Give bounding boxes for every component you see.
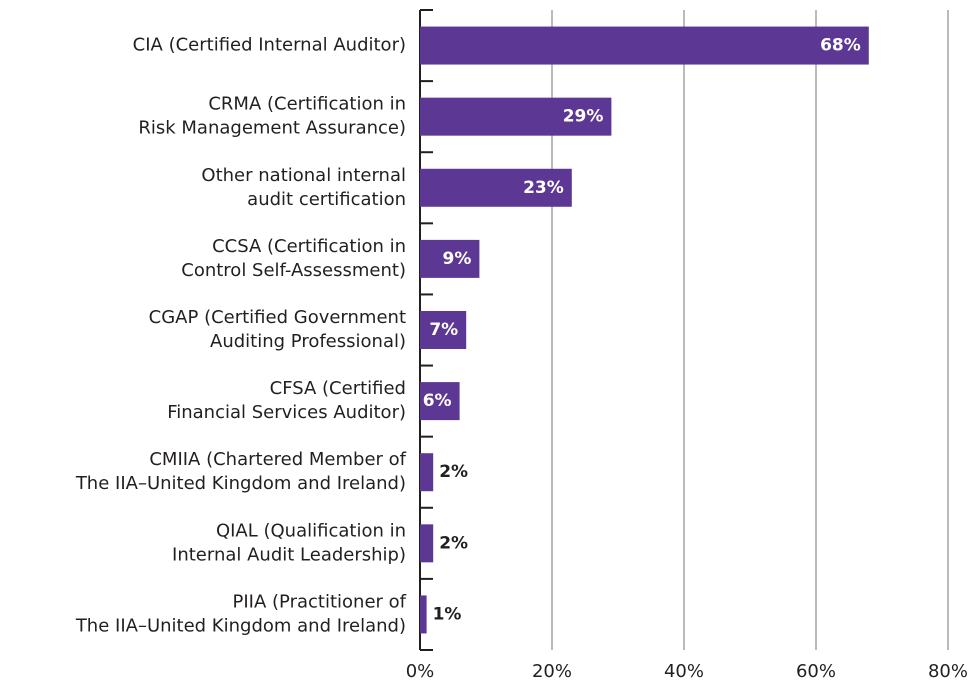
data-label: 29% [563, 107, 604, 127]
y-tick-label-line: Control Self-Assessment) [181, 260, 406, 281]
data-label: 9% [443, 249, 472, 269]
y-tick-label-line: CCSA (Certification in [212, 236, 406, 257]
y-tick-label-line: The IIA–United Kingdom and Ireland) [75, 473, 406, 494]
data-label: 1% [433, 604, 462, 624]
y-tick-label: CMIIA (Chartered Member of The IIA–United… [75, 449, 407, 494]
x-tick-label: 80% [928, 661, 968, 682]
y-tick-label-line: Auditing Professional) [210, 331, 406, 352]
y-tick-label: Other national internal audit certificati… [201, 165, 406, 210]
y-tick-label-line: audit certification [247, 189, 406, 210]
x-tick-label: 60% [796, 661, 836, 682]
bar [420, 311, 467, 349]
y-tick-label-line: CMIIA (Chartered Member of [149, 449, 406, 470]
y-tick-label-line: CFSA (Certified [270, 378, 406, 399]
y-tick-label-line: Risk Management Assurance) [138, 118, 406, 139]
bar [420, 453, 434, 492]
data-label: 2% [439, 533, 468, 553]
x-tick-label: 20% [532, 661, 572, 682]
y-tick-label: PIIA (Practitioner of The IIA–United King… [75, 591, 407, 636]
y-tick-label: CFSA (Certified Financial Services Audito… [167, 378, 406, 423]
y-tick-label: CGAP (Certified Government Auditing Profe… [149, 307, 406, 352]
bar [420, 97, 612, 136]
y-tick-label: CCSA (Certification in Control Self-Asses… [181, 236, 406, 281]
data-label: 68% [820, 36, 861, 56]
y-tick-label-line: Other national internal [201, 165, 406, 186]
data-label: 23% [523, 178, 564, 198]
y-tick-label: CIA (Certified Internal Auditor) [133, 35, 406, 56]
y-tick-label: QIAL (Qualification in Internal Audit Lea… [172, 520, 406, 565]
y-tick-label-line: Internal Audit Leadership) [172, 544, 406, 565]
bar [420, 168, 572, 207]
bar [420, 26, 869, 65]
y-tick-label-line: The IIA–United Kingdom and Ireland) [75, 615, 406, 636]
data-label: 6% [423, 391, 452, 411]
y-tick-label-line: CRMA (Certification in [208, 94, 406, 115]
data-label: 2% [439, 462, 468, 482]
y-tick-label-line: Financial Services Auditor) [167, 402, 406, 423]
x-tick-label: 0% [406, 661, 435, 682]
bar [420, 239, 480, 278]
data-label: 7% [429, 320, 458, 340]
bar [420, 595, 427, 634]
y-tick-label-line: PIIA (Practitioner of [233, 591, 407, 612]
y-tick-label-line: QIAL (Qualification in [216, 520, 406, 541]
y-tick-label: CRMA (Certification in Risk Management As… [138, 94, 406, 139]
bar [420, 524, 434, 563]
y-tick-label-line: CGAP (Certified Government [149, 307, 406, 328]
x-tick-label: 40% [664, 661, 704, 682]
bar [420, 382, 460, 421]
y-tick-label-line: CIA (Certified Internal Auditor) [133, 35, 406, 56]
